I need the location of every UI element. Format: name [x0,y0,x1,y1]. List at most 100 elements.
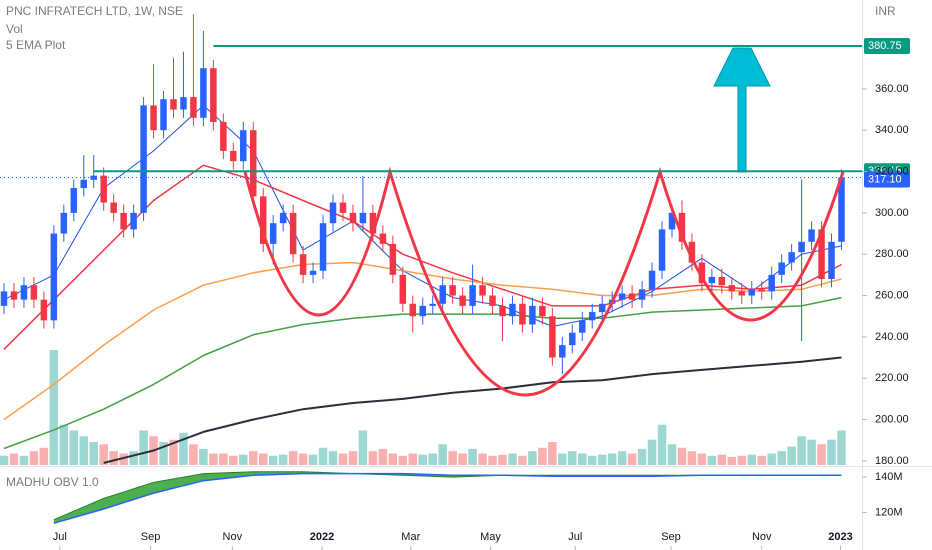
volume-bar [258,453,268,465]
candle-body [808,229,815,242]
volume-bar [109,451,118,465]
volume-bar [637,448,647,465]
y2-tick-label: 120M [875,506,903,518]
last-price-label: 317.10 [868,173,902,185]
volume-bar [278,454,288,465]
candle-body [130,212,137,230]
y-tick-label: 240.00 [875,331,909,343]
volume-bar [627,453,637,465]
volume-bar [418,454,427,465]
candle-body [818,229,825,279]
volume-bar [189,444,198,465]
volume-bar [199,448,208,465]
candle-body [359,212,367,224]
candle-body [588,312,596,321]
candle-body [598,303,606,313]
y-tick-label: 260.00 [875,289,909,301]
candle-body [160,99,167,131]
y2-tick-label: 140M [875,471,903,483]
chart-title: PNC INFRATECH LTD, 1W, NSE [6,4,183,18]
candle-body [678,212,686,242]
volume-bar [727,456,737,465]
candle-body [90,175,97,180]
volume-bar [597,454,607,465]
candle-body [409,303,417,317]
y-tick-label: 220.00 [875,372,909,384]
candle-body [60,212,68,234]
y-tick-label: 300.00 [875,207,909,219]
volume-bar [578,453,587,465]
volume-bar [687,451,697,465]
volume-bar [298,453,308,465]
candle-body [150,105,157,131]
volume-bar [99,444,108,465]
candle-body [728,285,736,292]
candle-body [688,241,696,263]
candle-body [459,295,466,306]
volume-bar [787,446,796,465]
candle-body [449,285,456,296]
volume-bar [219,453,228,465]
candle-body [80,179,88,189]
candle-body [419,305,426,317]
volume-bar [817,444,826,465]
volume-bar [697,453,707,465]
candle-body [479,285,486,296]
candle-body [698,262,706,284]
candle-body [788,252,795,263]
level-label-box [864,37,910,54]
volume-bar [538,447,547,465]
volume-bar [378,448,388,465]
candle-body [259,196,267,244]
candle-body [279,212,287,224]
obv-slow-line [53,472,842,524]
volume-bar [468,448,477,465]
candle-body [489,295,496,306]
candle-body [349,212,357,224]
candle-body [319,223,327,271]
volume-bar [657,424,667,465]
volume-bar [717,454,727,465]
candle-body [120,212,127,230]
volume-bar [837,430,846,465]
x-tick-label: May [480,531,501,543]
candle-body [549,316,556,358]
candle-body [738,291,746,296]
volume-bar [587,455,597,465]
volume-bar [488,455,497,465]
candle-body [628,293,636,300]
candle-body [658,229,666,271]
volume-bar [129,451,138,465]
x-tick-label: Jul [568,531,582,543]
candle-body [429,303,436,306]
candle-body [838,177,845,242]
volume-bar [568,451,577,465]
candle-body [110,202,117,213]
volume-bar [49,350,59,465]
volume-bar [209,453,218,465]
volume-bar [478,453,487,465]
x-tick-label: Sep [141,531,161,543]
volume-bar [169,439,178,465]
candle-body [559,345,566,358]
volume-bar [139,430,148,465]
volume-bar [667,444,677,465]
volume-bar [747,454,756,465]
candle-body [309,270,317,275]
x-tick-label: Jul [53,531,67,543]
volume-bar [249,451,258,465]
candle-body [399,274,407,304]
x-tick-label: Mar [401,531,420,543]
candle-body [30,285,38,300]
candle-body [379,233,387,244]
legend-entry: 5 EMA Plot [6,38,66,52]
candle-body [509,303,516,317]
volume-bar [239,454,248,465]
candle-body [240,130,247,162]
level-label: 380.75 [868,40,902,52]
candle-body [329,202,337,224]
volume-bar [448,451,457,465]
y-tick-label: 340.00 [875,124,909,136]
volume-bar [548,442,557,465]
